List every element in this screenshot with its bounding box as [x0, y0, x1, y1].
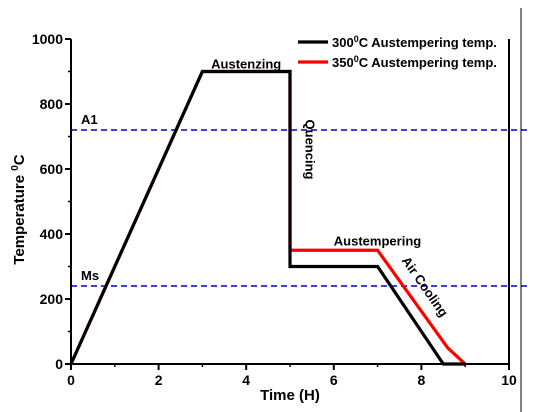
- series-line: [69, 69, 467, 366]
- y-tick-label: 0: [55, 356, 63, 372]
- y-tick-label: 600: [40, 161, 64, 177]
- y-tick-label: 1000: [32, 31, 63, 47]
- legend-entry-superscript: 0: [354, 34, 359, 44]
- legend-entry-label: 3000C Austempering temp.: [332, 34, 497, 50]
- legend: 3000C Austempering temp.3500C Austemperi…: [298, 34, 497, 70]
- y-axis-title-main: Temperature: [11, 171, 28, 265]
- y-axis-title-unit: C: [11, 154, 28, 165]
- x-tick-label: 8: [418, 372, 426, 388]
- y-axis-title-superscript: 0: [10, 165, 21, 171]
- y-tick-label: 800: [40, 96, 64, 112]
- annotation-label: Austempering: [334, 233, 421, 248]
- x-tick-label: 0: [67, 372, 75, 388]
- x-tick-label: 10: [501, 372, 517, 388]
- legend-entry-prefix: 300: [332, 35, 354, 50]
- y-tick-label: 400: [40, 226, 64, 242]
- series-line: [69, 69, 466, 366]
- y-tick-label: 200: [40, 291, 64, 307]
- x-tick-label: 2: [155, 372, 163, 388]
- legend-entry-prefix: 350: [332, 55, 354, 70]
- axes: 0 2 4 6 8 10 0 200 400 600 800 1000 Time (H) Temperat…: [10, 8, 522, 412]
- annotation-label: Austenzing: [211, 56, 281, 71]
- legend-entry-suffix: C Austempering temp.: [359, 35, 497, 50]
- reference-line-label: A1: [81, 112, 98, 127]
- x-tick-label: 4: [242, 372, 250, 388]
- legend-entry-label: 3500C Austempering temp.: [332, 54, 497, 70]
- series-lines: [69, 69, 467, 366]
- annotation-label: Quencing: [302, 120, 317, 180]
- legend-entry-suffix: C Austempering temp.: [359, 55, 497, 70]
- y-axis-title: Temperature 0C: [10, 154, 28, 264]
- x-axis-title: Time (H): [260, 387, 320, 404]
- legend-entry-superscript: 0: [354, 54, 359, 64]
- reference-line-label: Ms: [81, 268, 99, 283]
- x-tick-label: 6: [330, 372, 338, 388]
- reference-lines: A1 Ms: [71, 112, 527, 287]
